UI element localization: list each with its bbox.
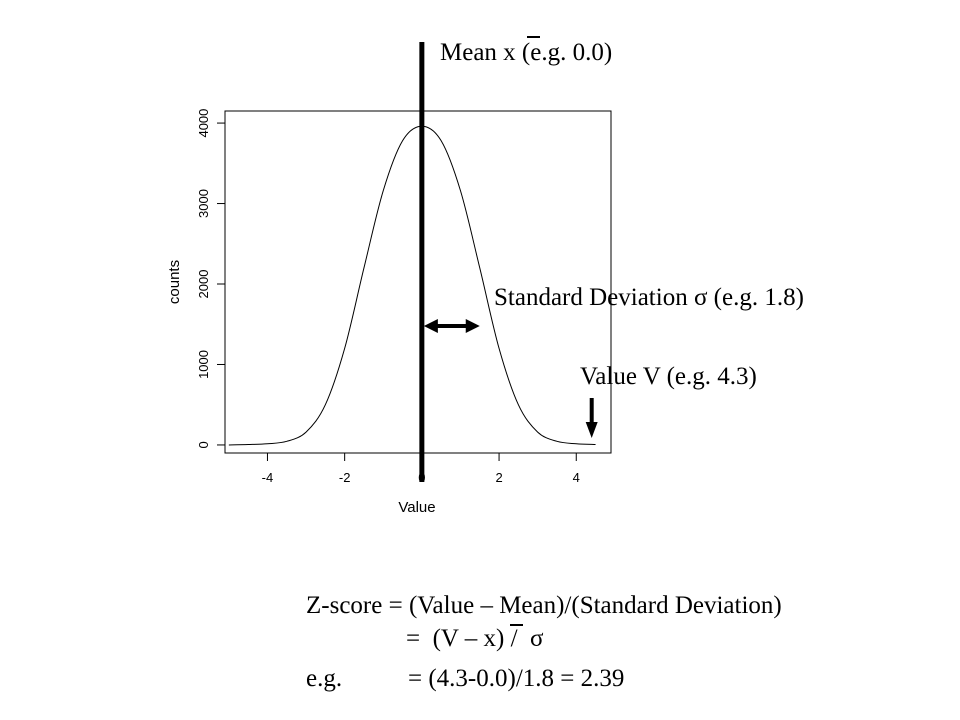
formula-line-1: Z-score = (Value – Mean)/(Standard Devia… bbox=[306, 592, 782, 619]
x-tick-label: -4 bbox=[262, 470, 274, 485]
y-axis-label: counts bbox=[166, 260, 183, 304]
sd-annotation: Standard Deviation σ (e.g. 1.8) bbox=[494, 284, 804, 311]
value-marker-arrow bbox=[585, 398, 598, 438]
sd-double-arrow bbox=[423, 319, 480, 333]
formula-line-2: = (V – x) / σ bbox=[406, 625, 544, 652]
y-tick-label: 3000 bbox=[196, 189, 211, 218]
x-tick-label: 4 bbox=[573, 470, 580, 485]
x-axis-label: Value bbox=[398, 499, 435, 516]
x-bar-symbol: x bbox=[484, 625, 497, 652]
distribution-curve bbox=[228, 125, 596, 446]
x-tick-label: 2 bbox=[495, 470, 502, 485]
y-axis-ticks: 0 1000 2000 3000 4000 bbox=[196, 109, 225, 449]
y-tick-label: 0 bbox=[196, 441, 211, 448]
y-tick-label: 4000 bbox=[196, 109, 211, 138]
formula-line-3-value: = (4.3-0.0)/1.8 = 2.39 bbox=[408, 665, 624, 692]
x-bar-symbol: x bbox=[503, 39, 516, 66]
y-tick-label: 1000 bbox=[196, 350, 211, 379]
mean-annotation: Mean x (e.g. 0.0) bbox=[440, 39, 612, 66]
plot-frame bbox=[224, 110, 612, 454]
y-tick-label: 2000 bbox=[196, 270, 211, 299]
value-annotation: Value V (e.g. 4.3) bbox=[580, 363, 757, 390]
x-tick-label: -2 bbox=[339, 470, 351, 485]
formula-line-3-label: e.g. bbox=[306, 665, 342, 692]
